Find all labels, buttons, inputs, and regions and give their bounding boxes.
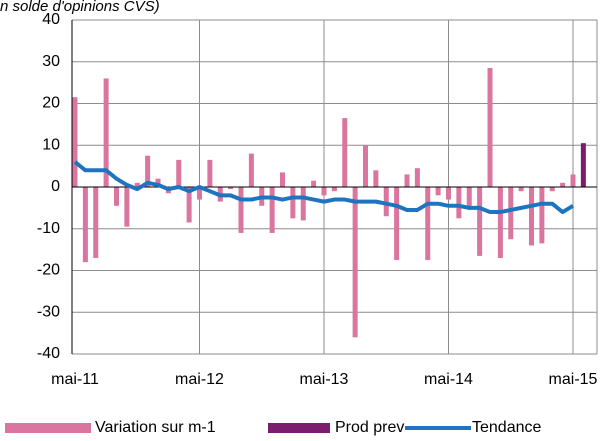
bar bbox=[497, 187, 503, 258]
x-tick-label: mai-13 bbox=[300, 371, 349, 388]
bar bbox=[560, 182, 566, 187]
y-tick-label: 40 bbox=[42, 11, 60, 28]
legend-swatch bbox=[5, 423, 91, 433]
bar bbox=[446, 187, 451, 200]
y-tick-label: -20 bbox=[37, 262, 60, 279]
bar bbox=[580, 143, 586, 187]
bar bbox=[394, 187, 400, 261]
y-tick-label: 0 bbox=[51, 178, 60, 195]
bar bbox=[290, 187, 296, 219]
bar bbox=[342, 118, 348, 187]
bar bbox=[238, 187, 244, 233]
bar bbox=[145, 155, 151, 187]
legend-label: Tendance bbox=[472, 419, 541, 436]
bar bbox=[435, 187, 441, 196]
bar bbox=[331, 187, 337, 192]
bar bbox=[176, 159, 182, 187]
bar bbox=[207, 159, 213, 187]
x-tick-label: mai-11 bbox=[51, 371, 99, 388]
legend-label: Variation sur m-1 bbox=[95, 419, 216, 436]
bar bbox=[197, 187, 202, 200]
bar bbox=[321, 187, 327, 196]
x-tick-label: mai-14 bbox=[424, 371, 473, 388]
bar bbox=[529, 187, 534, 246]
bar bbox=[363, 145, 368, 187]
bar bbox=[248, 153, 254, 187]
bar bbox=[352, 187, 358, 338]
bar bbox=[518, 187, 524, 192]
bar bbox=[414, 168, 420, 187]
y-tick-label: -10 bbox=[37, 220, 60, 237]
bar bbox=[114, 187, 119, 206]
bar bbox=[186, 187, 192, 223]
y-tick-label: -40 bbox=[37, 345, 60, 362]
legend-swatch bbox=[268, 423, 330, 433]
x-tick-label: mai-15 bbox=[549, 371, 598, 388]
bar bbox=[404, 174, 410, 187]
bar bbox=[508, 187, 514, 240]
y-tick-label: -30 bbox=[37, 303, 60, 320]
legend-label: Prod prev bbox=[335, 419, 404, 436]
bar bbox=[539, 187, 545, 244]
bar bbox=[228, 187, 234, 190]
bar bbox=[300, 187, 306, 221]
bar bbox=[383, 187, 389, 217]
y-tick-label: 20 bbox=[42, 95, 60, 112]
bar bbox=[82, 187, 88, 263]
bar bbox=[487, 68, 493, 187]
bar bbox=[570, 174, 576, 187]
y-tick-label: 30 bbox=[42, 53, 60, 70]
x-tick-label: mai-12 bbox=[175, 371, 224, 388]
bar bbox=[269, 187, 275, 233]
chart-title: n solde d'opinions CVS) bbox=[0, 0, 160, 15]
bar bbox=[72, 97, 78, 187]
bar bbox=[549, 187, 555, 192]
y-tick-label: 10 bbox=[42, 136, 60, 153]
bar bbox=[280, 172, 285, 187]
bar bbox=[456, 187, 462, 219]
bar bbox=[124, 187, 130, 227]
bar bbox=[466, 187, 472, 208]
bar bbox=[93, 187, 99, 258]
bar bbox=[373, 170, 379, 187]
bar bbox=[103, 78, 109, 187]
bar bbox=[477, 187, 483, 256]
bar bbox=[311, 180, 317, 187]
trend-line bbox=[73, 160, 575, 215]
bar bbox=[425, 187, 431, 261]
bar bbox=[134, 182, 140, 187]
bar bbox=[155, 178, 161, 187]
